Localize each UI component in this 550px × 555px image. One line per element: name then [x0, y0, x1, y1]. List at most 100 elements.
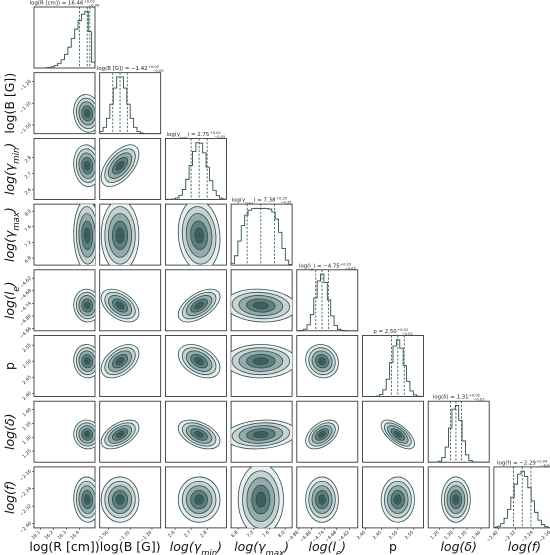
label-subscript: e: [12, 286, 22, 291]
x-axis-label-3: log(γmax): [234, 539, 289, 555]
y-tick-label: 2.45: [21, 374, 33, 386]
histogram-panel-3: log(γmax) = 7.38+0.35 −0.35: [230, 197, 293, 266]
density-peak: [198, 498, 201, 501]
histogram-panel-0: log(R [cm]) = 16.46+0.02 −0.06: [30, 0, 100, 69]
x-axis-label-6: log(δ): [440, 539, 476, 554]
x-tick-label: 2.8: [199, 530, 208, 539]
contour-group: [177, 476, 221, 523]
contour-panel-3-1: [99, 203, 162, 266]
contour-group: [237, 466, 284, 528]
panel-frame: [164, 269, 227, 332]
error-minus: −0.04: [541, 463, 550, 467]
density-peak: [86, 304, 89, 307]
title-value: ) = −4.75: [313, 263, 340, 269]
panel-frame: [99, 72, 162, 135]
y-tick-label: 8.0: [24, 208, 33, 217]
contour-group: [305, 344, 339, 379]
y-tick-label: 2.6: [24, 187, 33, 196]
label-text: p: [2, 362, 17, 370]
error-plus: +0.02: [469, 394, 480, 398]
density-peak: [198, 433, 201, 436]
contour-panel-3-2: [164, 203, 227, 266]
y-tick-label: −1.35: [19, 100, 33, 114]
histogram-panel-4: log(le) = −4.75+0.03 −0.03: [296, 262, 359, 332]
contour-group: [231, 288, 293, 323]
x-axis-label-7: log(f): [508, 539, 541, 554]
density-peak: [198, 360, 201, 363]
panel-frame: [296, 269, 359, 332]
label-text: log(γ: [2, 163, 17, 195]
panel-title-5: p = 2.50+0.02 −0.02: [373, 328, 412, 336]
panel-title-1: log(B [G]) = −1.42+0.05 −0.05: [97, 65, 164, 73]
panel-frame: [164, 466, 227, 529]
label-close: ): [340, 539, 346, 554]
density-peak: [321, 433, 323, 436]
histogram-panel-2: log(γmin) = 2.75+0.05 −0.05: [164, 131, 227, 200]
y-tick-label: −2.24: [19, 486, 33, 500]
y-axis-label-5: p: [2, 362, 17, 370]
label-close: ): [283, 539, 289, 554]
contour-group: [73, 94, 95, 133]
x-tick-label: 7.2: [246, 530, 255, 539]
label-close: ): [2, 207, 17, 213]
panel-frame: [427, 466, 490, 529]
density-peak: [259, 498, 262, 501]
contour-panel-6-4: [296, 400, 359, 463]
y-tick-label: 2.50: [21, 358, 33, 370]
panel-frame: [427, 400, 490, 463]
contour-group: [231, 419, 293, 450]
panel-frame: [164, 400, 227, 463]
panel-frame: [99, 269, 162, 332]
panel-title-0: log(R [cm]) = 16.46+0.02 −0.06: [30, 0, 100, 8]
density-peak: [86, 433, 89, 436]
y-tick-label: 1.35: [21, 421, 33, 433]
panel-frame: [33, 6, 96, 69]
x-tick-label: 8.0: [277, 530, 286, 539]
x-tick-label: 2.7: [183, 530, 192, 539]
label-close: ): [2, 143, 17, 149]
y-axis-label-3: log(γmax): [2, 207, 22, 262]
histogram-panel-1: log(B [G]) = −1.42+0.05 −0.05: [97, 65, 164, 135]
contour-panel-4-1: [99, 269, 162, 332]
contour-panel-2-0: 2.6 2.7 2.8: [24, 137, 96, 200]
histogram-panel-6: log(δ) = 1.31+0.02 −0.02: [427, 394, 490, 463]
y-axis-label-2: log(γmin): [2, 143, 22, 195]
density-peak: [259, 433, 262, 436]
x-tick-label: 1.35: [457, 530, 469, 542]
x-axis-label-0: log(R [cm]): [29, 539, 99, 554]
error-minus: −0.05: [152, 69, 163, 73]
contour-group: [177, 288, 221, 323]
contour-group: [73, 344, 95, 379]
x-tick-label: 16.4: [69, 530, 81, 542]
density-peak: [86, 498, 89, 501]
histogram-3: [230, 207, 293, 266]
contour-group: [73, 288, 95, 323]
contour-panel-6-3: [230, 400, 293, 463]
panel-frame: [362, 400, 424, 463]
panel-title-6: log(δ) = 1.31+0.02 −0.02: [433, 394, 485, 402]
contour-group: [100, 419, 140, 450]
error-minus: −0.02: [473, 398, 484, 402]
contour-group: [73, 476, 95, 523]
contour-panel-4-0: −4.86−4.80−4.74−4.68−4.62: [19, 269, 96, 340]
contour-panel-5-4: [296, 335, 359, 397]
contour-group: [305, 476, 339, 523]
histogram-0: [33, 10, 96, 69]
y-tick-label: −1.20: [19, 79, 33, 93]
error-minus: −0.03: [345, 266, 356, 270]
density-peak: [86, 360, 89, 363]
contour-group: [231, 344, 293, 379]
title-text: log(B [G]) = −1.42: [97, 66, 148, 72]
panel-frame: [99, 137, 162, 200]
panel-title-2: log(γmin) = 2.75+0.05 −0.05: [167, 131, 226, 140]
panel-frame: [296, 466, 359, 529]
x-tick-label: 1.25: [429, 530, 441, 542]
density-peak: [119, 498, 121, 501]
title-text: log(f) = −2.29: [497, 460, 536, 466]
contour-panel-5-3: [230, 335, 293, 397]
y-axis-label-6: log(δ): [2, 413, 17, 449]
y-tick-label: 6.8: [24, 255, 33, 264]
contour-group: [73, 204, 95, 266]
histogram-4: [296, 273, 358, 332]
contour-panel-4-2: [164, 269, 227, 332]
